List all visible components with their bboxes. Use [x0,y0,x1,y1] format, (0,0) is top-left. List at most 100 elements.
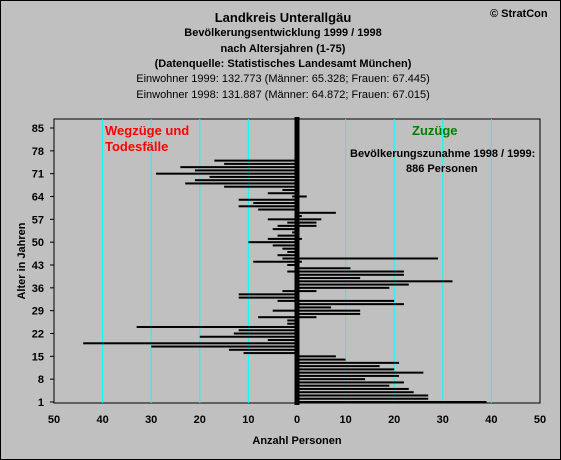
bar [297,277,361,280]
y-tick-label: 71 [32,169,44,181]
bar [297,273,404,276]
bar [233,332,297,335]
bar [287,270,297,273]
bar [282,247,297,250]
bar [282,290,297,293]
bar [194,169,297,172]
bar [297,290,317,293]
bar [287,319,297,322]
bar [297,283,409,286]
bar [277,224,297,227]
inflow-label: Zuzüge [412,123,458,138]
bar [282,257,297,260]
bar [238,296,297,299]
x-tick-label: 30 [145,414,157,426]
bar [297,381,404,384]
bar [185,182,297,185]
x-tick-label: 10 [339,414,351,426]
bar [238,329,297,332]
bar [267,192,297,195]
chart-subtitle: Bevölkerungsentwicklung 1999 / 1998 [184,27,382,39]
outflow-label: Wegzüge und [105,123,190,138]
bar [297,299,395,302]
bar [238,198,297,201]
bar [224,162,297,165]
bar [297,224,317,227]
bar [297,211,336,214]
bar [83,342,297,345]
bar [267,218,297,221]
y-axis-title: Alter in Jahren [16,222,28,299]
bar [297,218,322,221]
bar [297,387,409,390]
bar [243,352,297,355]
bar [238,293,297,296]
y-tick-label: 43 [32,260,44,272]
y-tick-label: 78 [32,146,44,158]
bar [297,221,317,224]
bar [209,175,297,178]
bar [224,185,297,188]
outflow-label-2: Todesfälle [105,139,169,154]
chart-subtitle-age-range: nach Altersjahren (1-75) [220,43,346,55]
bar [297,394,429,397]
y-tick-label: 36 [32,283,44,295]
bar [297,303,404,306]
bar [194,179,297,182]
bar [258,208,297,211]
x-tick-label: 30 [437,414,449,426]
bar [282,188,297,191]
bar [238,205,297,208]
bar [297,365,380,368]
increase-note-value: 886 Personen [406,163,478,175]
bar [297,270,404,273]
x-tick-label: 0 [294,414,300,426]
y-tick-label: 64 [32,192,45,204]
bar [297,316,317,319]
bar [277,299,297,302]
y-tick-label: 57 [32,214,44,226]
bar [248,241,297,244]
bar [297,391,414,394]
bar [297,371,424,374]
center-axis [294,117,300,405]
bar [180,166,297,169]
x-tick-label: 40 [485,414,497,426]
x-tick-label: 50 [534,414,546,426]
bar [136,325,297,328]
population-1998: Einwohner 1998: 131.887 (Männer: 64.872;… [136,89,430,101]
chart-title: Landkreis Unterallgäu [214,10,352,25]
bar [151,345,297,348]
y-tick-label: 8 [38,374,44,386]
bar [297,309,361,312]
bar [297,358,346,361]
bar [214,159,297,162]
bar [253,202,297,205]
y-tick-label: 85 [32,123,44,135]
bar [287,264,297,266]
increase-note: Bevölkerungszunahme 1998 / 1999: [350,148,536,160]
bar [297,267,351,270]
y-tick-label: 50 [32,237,44,249]
population-1999: Einwohner 1999: 132.773 (Männer: 65.328;… [136,73,430,85]
bar [297,286,390,289]
y-tick-label: 1 [38,397,44,409]
bar [253,260,297,263]
bar [287,250,297,253]
bar [228,348,297,351]
bar [297,397,429,400]
copyright: © StratCon [490,8,548,20]
bar [297,361,400,364]
bar [267,237,297,240]
data-source: (Datenquelle: Statistisches Landesamt Mü… [154,58,412,70]
x-axis-title: Anzahl Personen [252,435,342,447]
x-tick-label: 50 [48,414,60,426]
bar [297,384,390,387]
y-tick-label: 15 [32,351,44,363]
bar [297,378,366,381]
x-tick-label: 40 [96,414,108,426]
bar [297,306,332,309]
bar [297,257,438,260]
x-tick-label: 20 [194,414,206,426]
